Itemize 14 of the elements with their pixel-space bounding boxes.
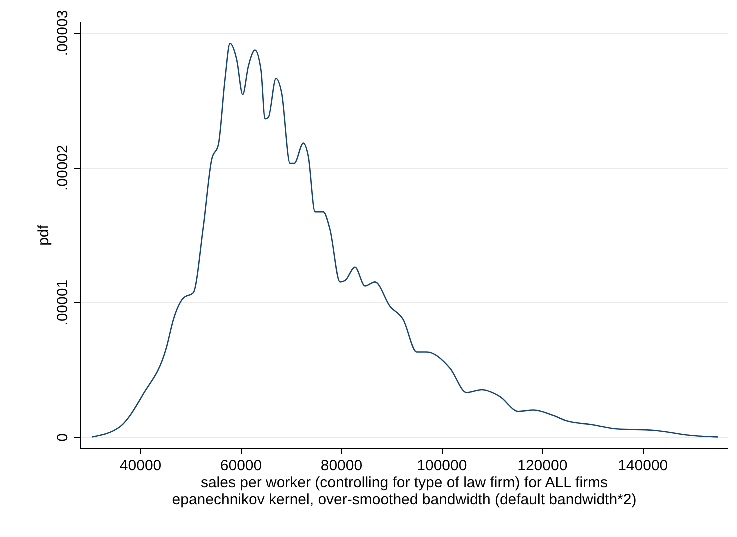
- x-tick-label: 140000: [618, 458, 668, 474]
- x-tick-label: 80000: [320, 458, 363, 474]
- x-tick-label: 120000: [518, 458, 568, 474]
- x-axis-title: sales per worker (controlling for type of law firm) for ALL firms: [200, 474, 608, 492]
- text: epanechnikov kernel, over-smoothed bandwidth (default bandwidth*2): [172, 492, 637, 508]
- line-series: [91, 42, 720, 438]
- y-tick-label: .00002: [54, 145, 72, 192]
- y-tick-label: 0: [54, 434, 72, 442]
- y-tick-label: .00003: [54, 10, 72, 56]
- x-tick-label: 60000: [220, 458, 262, 474]
- x-tick-label: 40000: [120, 458, 162, 474]
- y-axis-title: pdf: [36, 224, 52, 246]
- x-tick-label: 100000: [417, 458, 468, 474]
- y-tick-label: .00001: [54, 280, 72, 326]
